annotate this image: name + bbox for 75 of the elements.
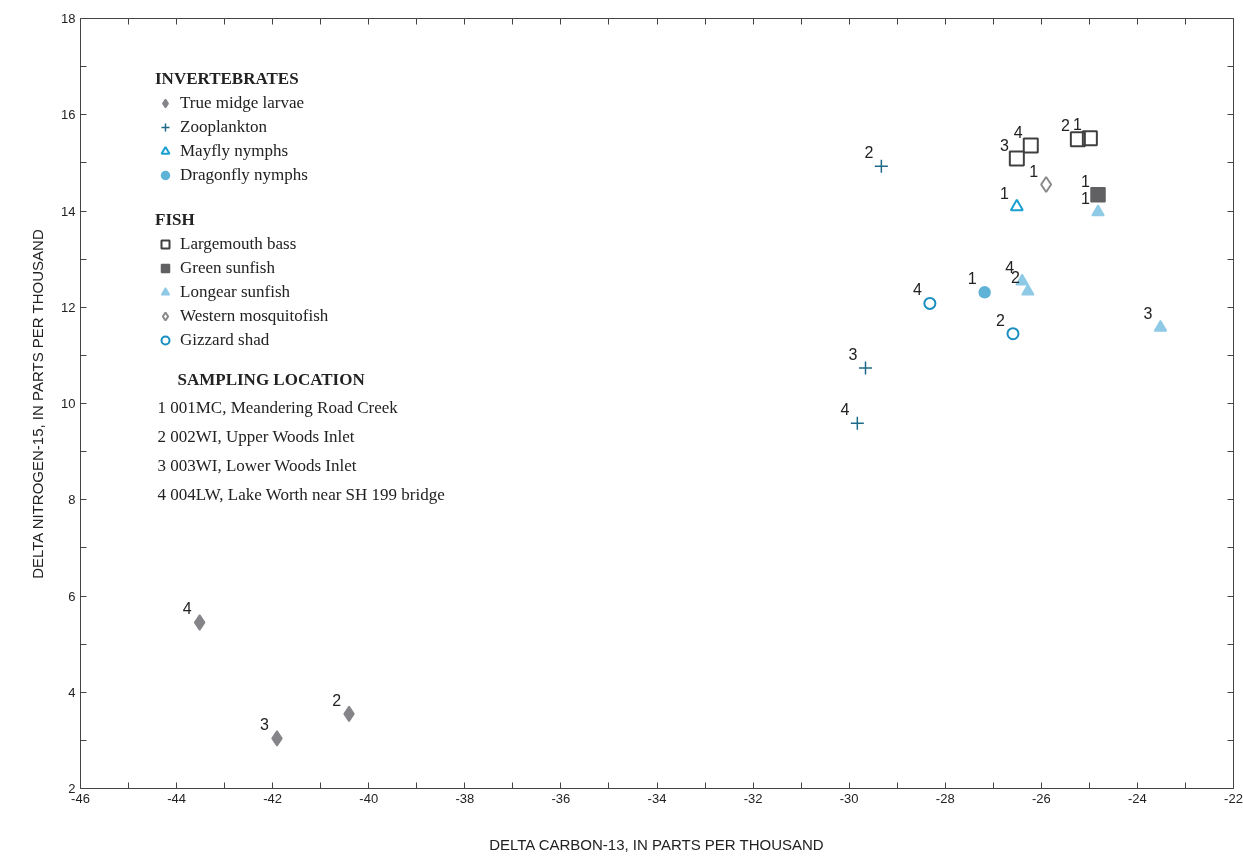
annotation: 3 [848,345,858,363]
legend-label: Mayfly nymphs [180,141,289,161]
x-tick-label: -30 [839,790,859,806]
x-tick-label: -32 [743,790,763,806]
x-tick-label: -44 [167,790,186,806]
x-tick-label: -22 [1224,790,1243,806]
x-axis-title: DELTA CARBON-13, IN PARTS PER THOUSAND [489,835,824,853]
y-tick-label: 6 [68,588,76,604]
annotation: 2 [1060,117,1070,135]
x-tick-label: -40 [359,790,379,806]
annotation: 1 001MC, Meandering Road Creek [157,397,399,417]
point [1009,198,1024,212]
point [858,360,873,376]
annotation: 4 [1013,123,1023,141]
x-tick-label: -26 [1031,790,1051,806]
annotation: 4 [912,281,922,299]
annotation: 4 [840,401,850,419]
point [923,296,937,310]
y-tick-label: 14 [61,203,76,219]
legend-label: True midge larvae [180,93,305,113]
point [874,158,889,174]
y-tick-label: 16 [61,107,76,123]
point [271,730,283,747]
x-tick-label: -28 [935,790,955,806]
x-tick-label: -38 [455,790,475,806]
annotation: 2 [996,311,1006,329]
point [1081,130,1098,147]
annotation: 3 003WI, Lower Woods Inlet [157,455,357,475]
legend-label: Gizzard shad [180,330,270,350]
x-tick-label: -34 [647,790,667,806]
point [1091,204,1105,217]
annotation: 2 [864,144,874,162]
y-tick-label: 4 [68,684,76,700]
annotation: 4 [182,600,192,618]
annotation: 2 002WI, Upper Woods Inlet [157,426,355,446]
point [1040,176,1053,194]
legend-label: Green sunfish [180,258,275,278]
point [1021,283,1035,296]
annotation: 1 [999,184,1009,202]
x-tick-label: -36 [551,790,571,806]
point [1006,327,1020,341]
x-tick-label: -42 [263,790,283,806]
annotation: 3 [999,136,1009,154]
x-tick-label: -24 [1128,790,1147,806]
y-tick-label: 12 [61,299,76,315]
point [1008,150,1025,167]
legend-label: Zooplankton [180,117,267,137]
legend-label: Longear sunfish [180,282,291,302]
annotation: FISH [155,210,196,230]
point [1022,137,1039,154]
annotation: 1 [1029,162,1039,180]
legend-label: Largemouth bass [180,234,297,254]
annotation: INVERTEBRATES [155,69,300,89]
point [1153,319,1168,332]
annotation: 1 [1081,172,1091,190]
y-axis-title: DELTA NITROGEN-15, IN PARTS PER THOUSAND [29,229,47,579]
annotation: 3 [260,716,270,734]
legend-label: Dragonfly nymphs [180,165,308,185]
annotation: 2 [332,691,342,709]
point [850,415,865,431]
annotation: SAMPLING LOCATION [177,369,366,389]
annotation: 3 [1143,305,1153,323]
y-tick-label: 2 [68,781,76,796]
annotation: 4 004LW, Lake Worth near SH 199 bridge [157,484,445,504]
y-tick-label: 8 [68,492,76,508]
y-tick-label: 10 [61,396,76,411]
annotation: 1 [967,270,977,288]
annotation: 1 [1072,116,1082,134]
point [978,286,991,299]
y-tick-label: 18 [61,11,76,26]
annotation: 1 [1081,189,1091,207]
point [193,614,206,631]
legend-label: Western mosquitofish [180,306,329,326]
point [1069,131,1086,148]
point [1090,186,1106,203]
